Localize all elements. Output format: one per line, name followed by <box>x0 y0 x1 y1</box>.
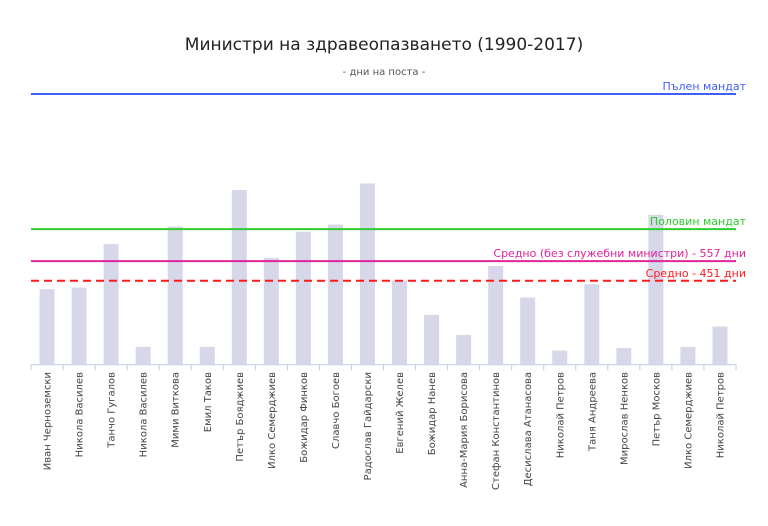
x-tick-label: Никола Василев <box>75 372 86 457</box>
bar <box>552 350 568 365</box>
x-tick-label: Мирослав Ненков <box>619 372 630 465</box>
reference-line-label: Половин мандат <box>650 215 747 228</box>
x-tick-label: Иван Черноземски <box>43 372 54 470</box>
x-tick-label: Илко Семерджиев <box>683 372 694 469</box>
bar <box>616 348 632 365</box>
x-tick-label: Божидар Финков <box>299 372 310 463</box>
x-tick-label: Петър Бояджиев <box>235 372 246 462</box>
x-tick-label: Радослав Гайдарски <box>363 372 374 480</box>
reference-lines: Пълен мандат Половин мандат Средно (без сл… <box>31 80 747 282</box>
bar <box>584 284 600 365</box>
bar <box>520 297 536 365</box>
reference-line-label: Пълен мандат <box>662 80 746 93</box>
x-tick-label: Емил Таков <box>203 372 214 432</box>
bar <box>231 190 247 365</box>
bar <box>680 346 696 365</box>
x-tick-label: Божидар Нанев <box>427 372 438 455</box>
bar <box>263 257 279 365</box>
x-tick-labels: Иван Черноземски Никола Василев Танчо Гуга… <box>43 372 727 490</box>
bar <box>71 287 87 365</box>
x-tick-label: Евгений Желев <box>395 372 406 454</box>
bar <box>167 226 183 365</box>
bar <box>103 243 119 365</box>
bar <box>712 326 728 365</box>
bar <box>39 289 55 365</box>
x-tick-label: Николай Петров <box>715 372 726 458</box>
x-tick-label: Никола Василев <box>139 372 150 457</box>
x-tick-label: Десислава Атанасова <box>523 372 534 486</box>
bar <box>488 265 504 365</box>
bar <box>456 335 472 365</box>
bar <box>648 214 664 365</box>
x-tick-label: Илко Семерджиев <box>267 372 278 469</box>
bar <box>199 346 215 365</box>
x-axis <box>30 364 737 371</box>
x-tick-label: Стефан Константинов <box>491 372 502 490</box>
x-tick-label: Мими Виткова <box>171 372 182 448</box>
x-tick-label: Танчо Гугалов <box>107 372 118 449</box>
bar <box>359 183 375 365</box>
bar <box>424 314 440 365</box>
x-tick-label: Таня Андреева <box>587 372 598 452</box>
bar <box>135 346 151 365</box>
bars <box>39 183 728 365</box>
reference-line-label: Средно (без служебни министри) - 557 дни <box>493 247 746 260</box>
bar <box>295 231 311 365</box>
x-tick-label: Николай Петров <box>555 372 566 458</box>
x-tick-label: Славчо Богоев <box>331 372 342 449</box>
x-tick-label: Петър Москов <box>651 372 662 446</box>
bar <box>327 224 343 365</box>
chart-subtitle: - дни на поста - <box>343 67 426 78</box>
x-tick-label: Анна-Мария Борисова <box>459 372 470 488</box>
bar <box>392 280 408 365</box>
chart-title: Министри на здравеопазването (1990-2017) <box>185 35 583 55</box>
reference-line-label: Средно - 451 дни <box>646 267 746 280</box>
